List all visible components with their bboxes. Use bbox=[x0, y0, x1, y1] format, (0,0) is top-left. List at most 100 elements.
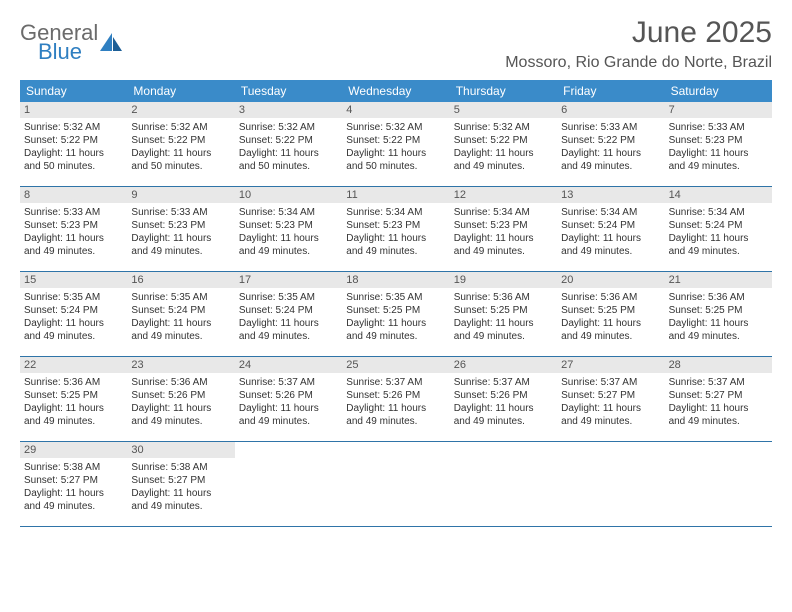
sunset-text: Sunset: 5:25 PM bbox=[454, 304, 553, 317]
daylight-text: Daylight: 11 hours bbox=[24, 402, 123, 415]
sunrise-text: Sunrise: 5:32 AM bbox=[24, 121, 123, 134]
sunrise-text: Sunrise: 5:32 AM bbox=[454, 121, 553, 134]
day-number: 21 bbox=[665, 272, 772, 288]
day-cell-19: 19Sunrise: 5:36 AMSunset: 5:25 PMDayligh… bbox=[450, 272, 557, 356]
day-number: 4 bbox=[342, 102, 449, 118]
day-cell-25: 25 Sunrise: 5:37 AMSunset: 5:26 PMDayligh… bbox=[342, 357, 449, 441]
day-number: 30 bbox=[127, 442, 234, 458]
daylight-text: Daylight: 11 hours bbox=[239, 317, 338, 330]
day-cell-30: 30Sunrise: 5:38 AMSunset: 5:27 PMDayligh… bbox=[127, 442, 234, 526]
daylight-text: and 50 minutes. bbox=[239, 160, 338, 173]
day-cell-21: 21Sunrise: 5:36 AMSunset: 5:25 PMDayligh… bbox=[665, 272, 772, 356]
sunset-text: Sunset: 5:25 PM bbox=[561, 304, 660, 317]
daylight-text: Daylight: 11 hours bbox=[24, 147, 123, 160]
sunrise-text: Sunrise: 5:33 AM bbox=[669, 121, 768, 134]
day-cell-9: 9Sunrise: 5:33 AMSunset: 5:23 PMDaylight… bbox=[127, 187, 234, 271]
day-number: 15 bbox=[20, 272, 127, 288]
sunset-text: Sunset: 5:22 PM bbox=[561, 134, 660, 147]
daylight-text: Daylight: 11 hours bbox=[561, 147, 660, 160]
day-header-saturday: Saturday bbox=[665, 80, 772, 102]
daylight-text: Daylight: 11 hours bbox=[561, 402, 660, 415]
sunrise-text: Sunrise: 5:33 AM bbox=[131, 206, 230, 219]
empty-cell bbox=[665, 442, 772, 526]
daylight-text: Daylight: 11 hours bbox=[454, 147, 553, 160]
daylight-text: Daylight: 11 hours bbox=[346, 147, 445, 160]
day-cell-5: 5Sunrise: 5:32 AMSunset: 5:22 PMDaylight… bbox=[450, 102, 557, 186]
daylight-text: and 49 minutes. bbox=[131, 245, 230, 258]
daylight-text: Daylight: 11 hours bbox=[131, 147, 230, 160]
sunset-text: Sunset: 5:24 PM bbox=[131, 304, 230, 317]
sunset-text: Sunset: 5:23 PM bbox=[669, 134, 768, 147]
sunrise-text: Sunrise: 5:37 AM bbox=[669, 376, 768, 389]
day-number: 22 bbox=[20, 357, 127, 373]
day-cell-17: 17Sunrise: 5:35 AMSunset: 5:24 PMDayligh… bbox=[235, 272, 342, 356]
day-cell-4: 4Sunrise: 5:32 AMSunset: 5:22 PMDaylight… bbox=[342, 102, 449, 186]
sunrise-text: Sunrise: 5:36 AM bbox=[131, 376, 230, 389]
daylight-text: and 49 minutes. bbox=[561, 415, 660, 428]
day-cell-1: 1Sunrise: 5:32 AMSunset: 5:22 PMDaylight… bbox=[20, 102, 127, 186]
daylight-text: Daylight: 11 hours bbox=[561, 232, 660, 245]
sunrise-text: Sunrise: 5:37 AM bbox=[346, 376, 445, 389]
daylight-text: and 49 minutes. bbox=[561, 245, 660, 258]
sunrise-text: Sunrise: 5:33 AM bbox=[561, 121, 660, 134]
daylight-text: Daylight: 11 hours bbox=[669, 147, 768, 160]
day-number: 26 bbox=[450, 357, 557, 373]
daylight-text: and 49 minutes. bbox=[669, 160, 768, 173]
day-cell-15: 15Sunrise: 5:35 AMSunset: 5:24 PMDayligh… bbox=[20, 272, 127, 356]
day-header-tuesday: Tuesday bbox=[235, 80, 342, 102]
day-cell-2: 2Sunrise: 5:32 AMSunset: 5:22 PMDaylight… bbox=[127, 102, 234, 186]
day-cell-14: 14Sunrise: 5:34 AMSunset: 5:24 PMDayligh… bbox=[665, 187, 772, 271]
daylight-text: and 49 minutes. bbox=[24, 330, 123, 343]
day-number: 24 bbox=[235, 357, 342, 373]
day-number: 12 bbox=[450, 187, 557, 203]
daylight-text: Daylight: 11 hours bbox=[346, 232, 445, 245]
day-cell-18: 18Sunrise: 5:35 AMSunset: 5:25 PMDayligh… bbox=[342, 272, 449, 356]
daylight-text: and 49 minutes. bbox=[454, 415, 553, 428]
sunrise-text: Sunrise: 5:35 AM bbox=[131, 291, 230, 304]
month-title: June 2025 bbox=[505, 16, 772, 50]
sunrise-text: Sunrise: 5:33 AM bbox=[24, 206, 123, 219]
day-cell-7: 7Sunrise: 5:33 AMSunset: 5:23 PMDaylight… bbox=[665, 102, 772, 186]
sunrise-text: Sunrise: 5:34 AM bbox=[239, 206, 338, 219]
sunset-text: Sunset: 5:26 PM bbox=[131, 389, 230, 402]
sunset-text: Sunset: 5:23 PM bbox=[454, 219, 553, 232]
day-number: 25 bbox=[342, 357, 449, 373]
daylight-text: Daylight: 11 hours bbox=[346, 402, 445, 415]
day-number: 10 bbox=[235, 187, 342, 203]
sunset-text: Sunset: 5:26 PM bbox=[346, 389, 445, 402]
daylight-text: Daylight: 11 hours bbox=[131, 232, 230, 245]
week-row: 29Sunrise: 5:38 AMSunset: 5:27 PMDayligh… bbox=[20, 442, 772, 527]
sunrise-text: Sunrise: 5:34 AM bbox=[561, 206, 660, 219]
sunrise-text: Sunrise: 5:35 AM bbox=[239, 291, 338, 304]
day-cell-3: 3Sunrise: 5:32 AMSunset: 5:22 PMDaylight… bbox=[235, 102, 342, 186]
location-label: Mossoro, Rio Grande do Norte, Brazil bbox=[505, 54, 772, 72]
sunset-text: Sunset: 5:27 PM bbox=[131, 474, 230, 487]
sunrise-text: Sunrise: 5:35 AM bbox=[24, 291, 123, 304]
week-row: 1Sunrise: 5:32 AMSunset: 5:22 PMDaylight… bbox=[20, 102, 772, 187]
sunrise-text: Sunrise: 5:38 AM bbox=[24, 461, 123, 474]
sunrise-text: Sunrise: 5:36 AM bbox=[454, 291, 553, 304]
sunrise-text: Sunrise: 5:37 AM bbox=[454, 376, 553, 389]
sunset-text: Sunset: 5:23 PM bbox=[24, 219, 123, 232]
sunset-text: Sunset: 5:24 PM bbox=[669, 219, 768, 232]
day-number: 28 bbox=[665, 357, 772, 373]
calendar-grid: SundayMondayTuesdayWednesdayThursdayFrid… bbox=[20, 80, 772, 527]
daylight-text: Daylight: 11 hours bbox=[239, 232, 338, 245]
daylight-text: and 49 minutes. bbox=[24, 245, 123, 258]
day-number: 9 bbox=[127, 187, 234, 203]
daylight-text: Daylight: 11 hours bbox=[131, 487, 230, 500]
daylight-text: Daylight: 11 hours bbox=[24, 317, 123, 330]
empty-cell bbox=[450, 442, 557, 526]
daylight-text: and 49 minutes. bbox=[454, 330, 553, 343]
daylight-text: and 49 minutes. bbox=[24, 500, 123, 513]
daylight-text: and 49 minutes. bbox=[239, 245, 338, 258]
sunset-text: Sunset: 5:22 PM bbox=[24, 134, 123, 147]
day-cell-23: 23Sunrise: 5:36 AMSunset: 5:26 PMDayligh… bbox=[127, 357, 234, 441]
daylight-text: Daylight: 11 hours bbox=[239, 402, 338, 415]
empty-cell bbox=[557, 442, 664, 526]
day-number: 14 bbox=[665, 187, 772, 203]
sunset-text: Sunset: 5:27 PM bbox=[561, 389, 660, 402]
sunrise-text: Sunrise: 5:34 AM bbox=[454, 206, 553, 219]
sunrise-text: Sunrise: 5:34 AM bbox=[669, 206, 768, 219]
daylight-text: Daylight: 11 hours bbox=[561, 317, 660, 330]
